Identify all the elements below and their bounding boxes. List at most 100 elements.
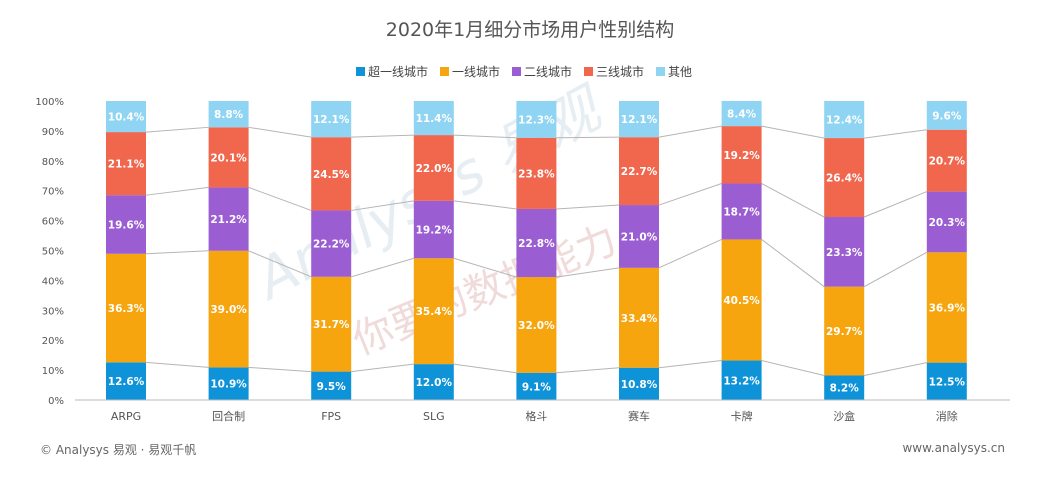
x-tick-label: 格斗 <box>525 409 547 423</box>
y-tick-label: 90% <box>42 127 64 138</box>
bar-segment <box>208 127 249 188</box>
bar-segment <box>516 137 557 209</box>
data-label: 20.3% <box>929 217 966 229</box>
bar-segment <box>619 137 659 206</box>
y-tick-label: 50% <box>42 247 64 258</box>
connector-line <box>351 134 414 138</box>
legend-swatch <box>356 67 365 76</box>
data-label: 12.1% <box>313 114 350 126</box>
bar-segment <box>413 135 454 201</box>
chart-title: 2020年1月细分市场用户性别结构 <box>386 19 674 41</box>
data-label: 19.2% <box>416 225 453 237</box>
data-label: 22.8% <box>518 238 555 250</box>
data-label: 22.0% <box>416 163 453 175</box>
y-tick-label: 30% <box>42 306 64 317</box>
data-label: 8.8% <box>214 109 244 121</box>
y-tick-label: 100% <box>35 97 64 108</box>
connector-line <box>145 361 209 368</box>
connector-line <box>453 257 517 278</box>
data-label: 33.4% <box>621 313 658 325</box>
bar-segment <box>619 267 659 368</box>
connector-line <box>145 126 209 133</box>
data-label: 23.3% <box>826 247 863 259</box>
data-label: 21.1% <box>108 159 145 171</box>
data-label: 12.6% <box>108 376 145 388</box>
bar-segment <box>106 101 146 133</box>
data-label: 19.2% <box>723 150 760 162</box>
data-label: 21.0% <box>621 231 658 243</box>
y-tick-label: 40% <box>42 276 64 287</box>
bar-segment <box>824 375 865 400</box>
y-tick-label: 0% <box>48 396 64 407</box>
x-tick-label: ARPG <box>111 410 141 423</box>
data-label: 26.4% <box>826 173 863 185</box>
bar-segment <box>413 101 454 136</box>
connector-lines <box>145 125 928 376</box>
data-label: 36.9% <box>929 302 966 314</box>
data-label: 8.4% <box>727 109 757 121</box>
bar-segment <box>413 364 454 400</box>
bar-segment <box>926 129 967 192</box>
connector-line <box>761 239 825 288</box>
connector-line <box>145 250 209 255</box>
connector-line <box>248 366 312 373</box>
connector-line <box>453 200 517 210</box>
x-tick-label: 消除 <box>936 409 958 423</box>
bar-segment <box>106 195 146 254</box>
x-tick-label: SLG <box>423 410 445 423</box>
bar-segment <box>311 137 352 211</box>
bar-segment <box>824 217 865 287</box>
data-label: 11.4% <box>416 113 453 125</box>
data-label: 13.2% <box>723 375 760 387</box>
data-label: 35.4% <box>416 306 453 318</box>
data-label: 9.6% <box>932 110 962 122</box>
legend-label: 二线城市 <box>524 64 572 79</box>
data-label: 12.1% <box>621 114 658 126</box>
bar-segment <box>721 183 762 240</box>
connector-line <box>761 360 825 376</box>
data-label: 12.0% <box>416 377 453 389</box>
data-label: 20.1% <box>210 152 247 164</box>
x-tick-label: 回合制 <box>212 409 245 423</box>
bar-segment <box>926 191 967 253</box>
connector-line <box>248 250 312 278</box>
connector-line <box>248 126 312 138</box>
footer-website[interactable]: www.analysys.cn <box>902 441 1005 455</box>
connector-line <box>453 363 517 374</box>
data-label: 23.8% <box>518 168 555 180</box>
data-label: 39.0% <box>210 304 247 316</box>
connector-line <box>351 200 414 211</box>
connector-line <box>145 186 209 196</box>
connector-line <box>351 257 414 278</box>
bar-segment <box>619 367 659 400</box>
bar-segment <box>721 126 762 184</box>
bar-segment <box>619 101 659 138</box>
data-label: 24.5% <box>313 169 350 181</box>
connector-line <box>863 251 928 288</box>
bar-segment <box>208 101 249 128</box>
bar-segment <box>106 253 146 363</box>
bar-segment <box>311 101 352 138</box>
bar-segment <box>824 101 865 139</box>
legend-swatch <box>440 67 449 76</box>
y-tick-label: 20% <box>42 336 64 347</box>
bar-segment <box>311 276 352 372</box>
bar-segment <box>619 205 659 268</box>
data-label: 18.7% <box>723 206 760 218</box>
bar-segment <box>824 286 865 376</box>
x-tick-label: 赛车 <box>628 409 650 423</box>
connector-line <box>864 362 927 376</box>
bar-segment <box>208 187 249 251</box>
connector-line <box>556 204 620 210</box>
connector-line <box>864 191 927 218</box>
data-label: 10.9% <box>210 379 247 391</box>
data-label: 40.5% <box>723 295 760 307</box>
bar-segment <box>311 210 352 277</box>
connector-line <box>556 367 620 374</box>
bar-segment <box>926 101 967 130</box>
bar-segment <box>721 360 762 400</box>
data-label: 29.7% <box>826 326 863 338</box>
data-label: 19.6% <box>108 219 145 231</box>
data-label: 10.8% <box>621 379 658 391</box>
